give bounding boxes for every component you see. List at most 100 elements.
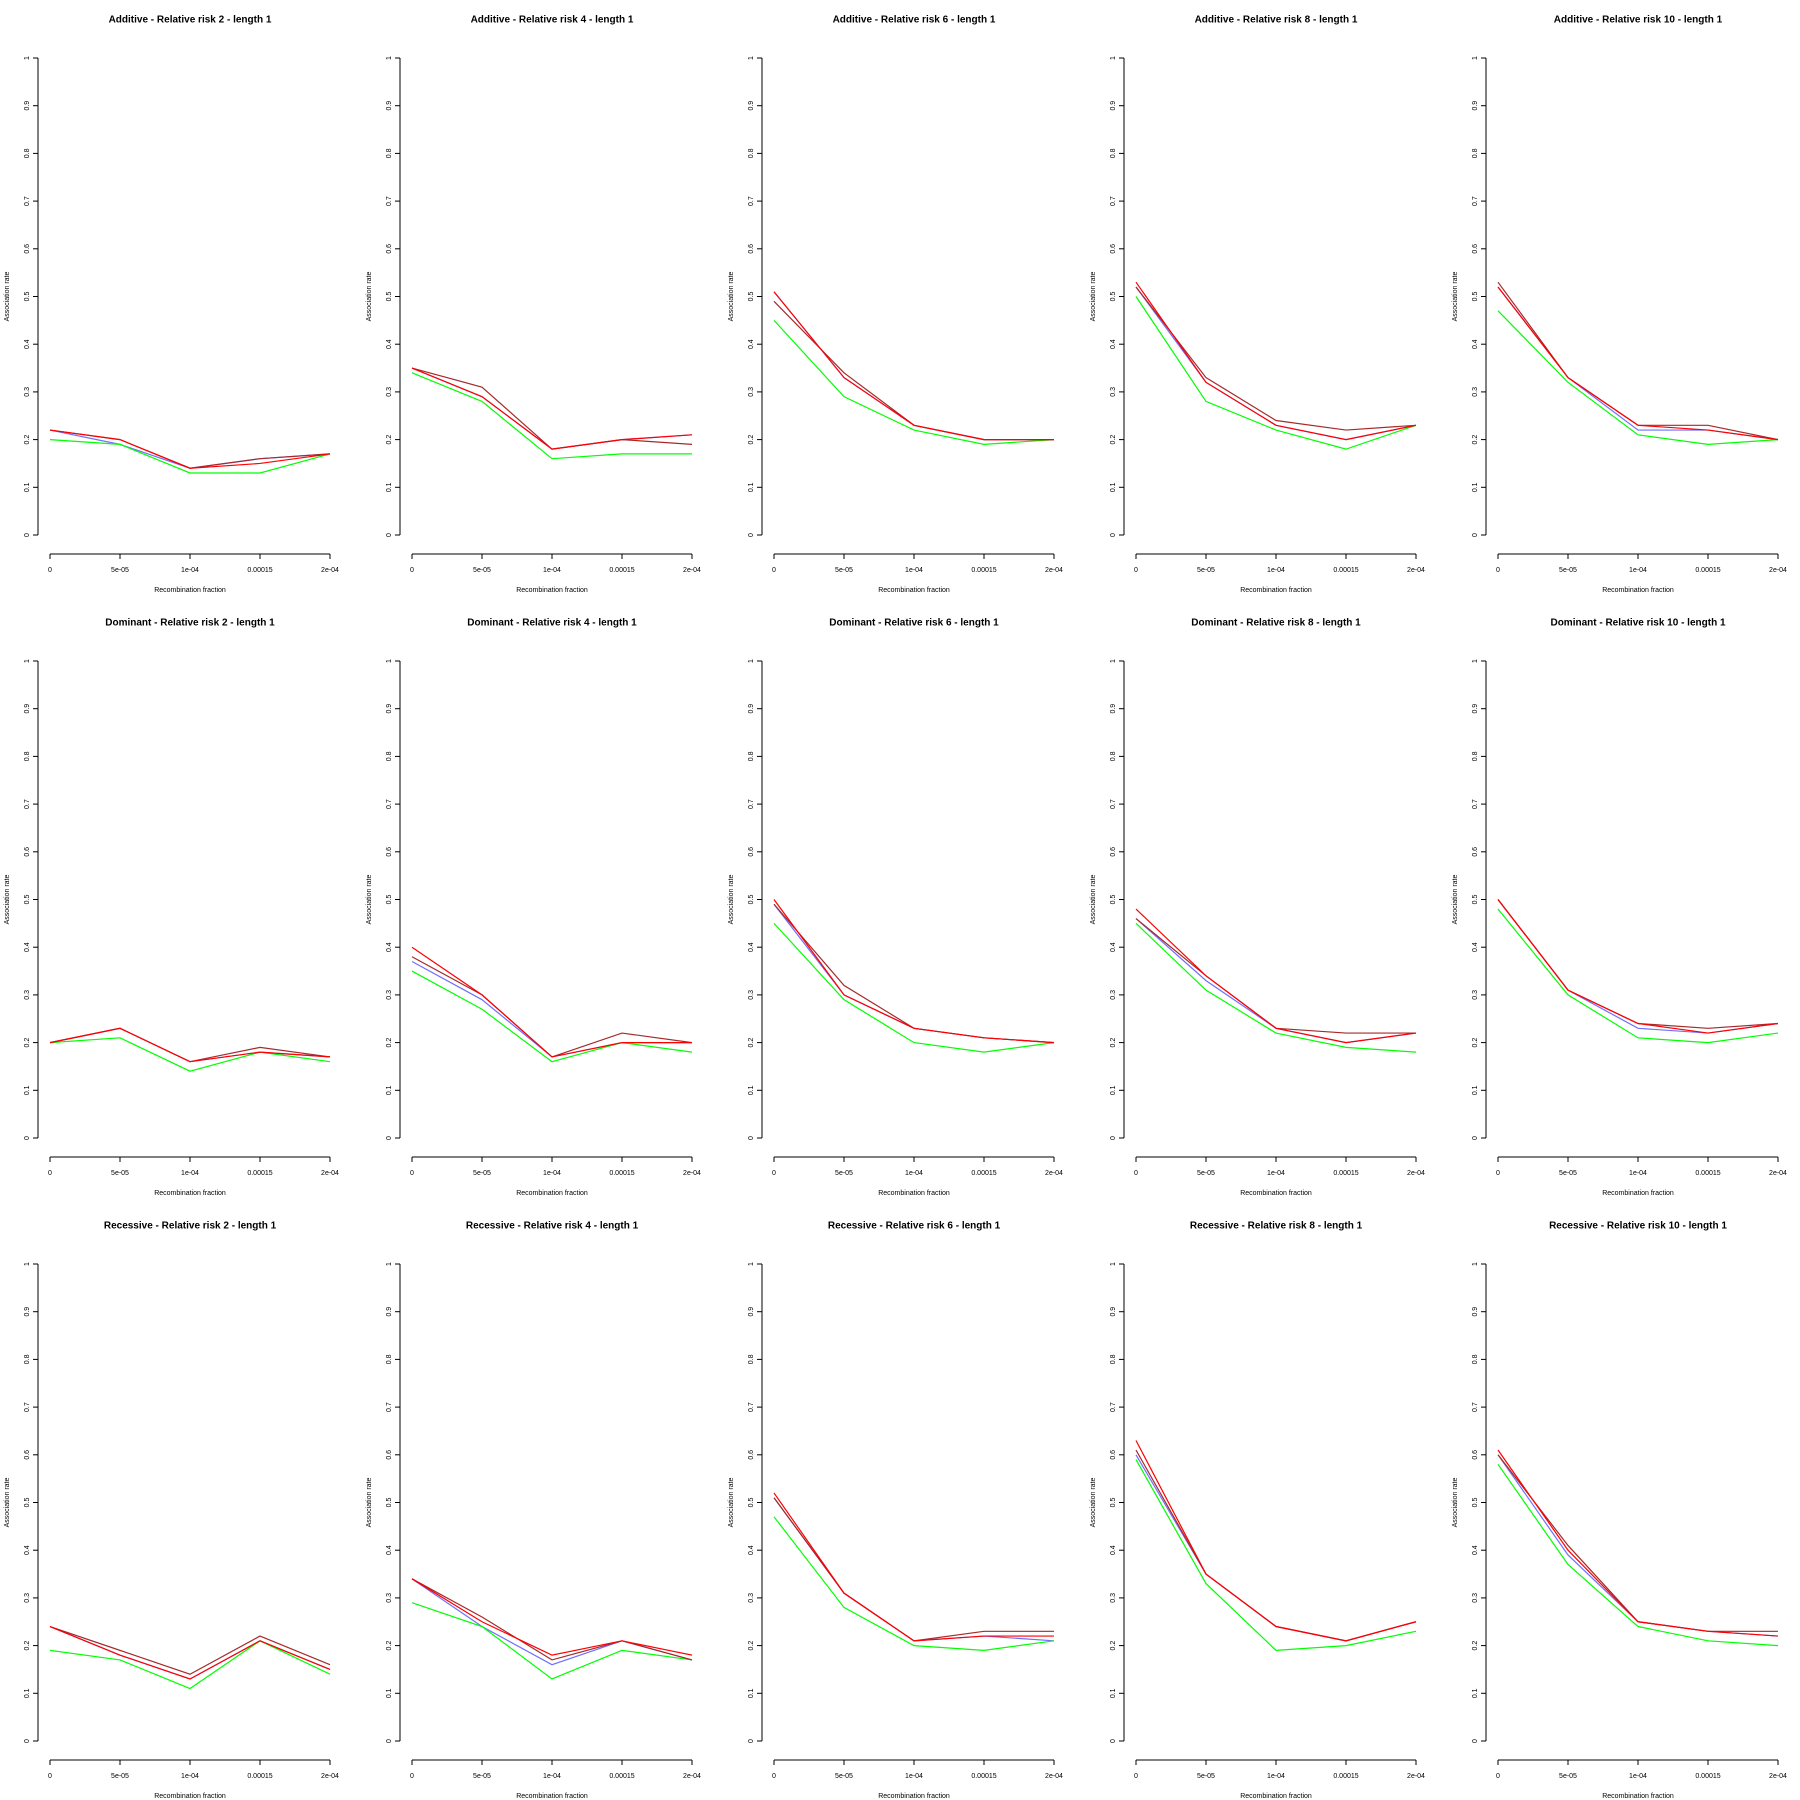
y-tick-label: 1 <box>24 659 31 663</box>
y-axis-label: Association rate <box>4 1477 11 1527</box>
series-line <box>411 367 693 450</box>
x-tick-label: 0 <box>772 1170 776 1177</box>
y-tick-label: 0.3 <box>1110 990 1117 1000</box>
y-tick-label: 1 <box>748 56 755 60</box>
y-tick-label: 0.9 <box>386 704 393 714</box>
y-tick-label: 0 <box>1472 1739 1479 1743</box>
y-tick-label: 0.7 <box>1110 799 1117 809</box>
series-line <box>1135 908 1417 1044</box>
y-tick-label: 0.7 <box>386 799 393 809</box>
y-tick-label: 1 <box>386 659 393 663</box>
y-tick-label: 0.4 <box>748 1545 755 1555</box>
chart-title: Dominant - Relative risk 10 - length 1 <box>1550 618 1725 629</box>
series-line <box>49 1640 331 1690</box>
y-tick-label: 0.1 <box>1472 1688 1479 1698</box>
x-tick-label: 0.00015 <box>971 1170 996 1177</box>
x-tick-label: 1e-04 <box>181 1170 199 1177</box>
x-axis-label: Recombination fraction <box>878 587 950 594</box>
x-tick-label: 0.00015 <box>247 567 272 574</box>
y-tick-label: 0.5 <box>748 292 755 302</box>
x-axis-label: Recombination fraction <box>1602 1793 1674 1800</box>
y-tick-label: 0.5 <box>386 292 393 302</box>
y-tick-label: 0.1 <box>1472 1085 1479 1095</box>
x-axis-label: Recombination fraction <box>1602 587 1674 594</box>
y-tick-label: 0.6 <box>1472 1450 1479 1460</box>
y-tick-label: 0.9 <box>748 704 755 714</box>
y-axis-label: Association rate <box>1090 271 1097 321</box>
x-tick-label: 0.00015 <box>1695 1170 1720 1177</box>
series-line <box>411 1578 693 1656</box>
y-tick-label: 1 <box>1472 659 1479 663</box>
y-tick-label: 0.5 <box>24 292 31 302</box>
x-tick-label: 2e-04 <box>683 567 701 574</box>
x-tick-label: 1e-04 <box>181 567 199 574</box>
series-line <box>1135 1459 1417 1651</box>
panel: Recessive - Relative risk 4 - length 1 0 0… <box>366 1221 701 1800</box>
y-tick-label: 0.8 <box>748 1354 755 1364</box>
y-tick-label: 0.8 <box>748 148 755 158</box>
x-tick-label: 0 <box>1134 1773 1138 1780</box>
series-line <box>1497 281 1779 441</box>
y-axis-label: Association rate <box>366 874 373 924</box>
x-tick-label: 2e-04 <box>1769 567 1787 574</box>
y-tick-label: 0.9 <box>748 1307 755 1317</box>
y-tick-label: 0.6 <box>1110 244 1117 254</box>
series-line <box>1135 1454 1417 1642</box>
x-tick-label: 0.00015 <box>1333 1773 1358 1780</box>
y-tick-label: 0.6 <box>24 244 31 254</box>
series-line <box>773 1516 1055 1651</box>
x-axis-label: Recombination fraction <box>516 1793 588 1800</box>
y-tick-label: 0.7 <box>1472 196 1479 206</box>
y-tick-label: 0.4 <box>748 942 755 952</box>
chart-title: Dominant - Relative risk 8 - length 1 <box>1191 618 1361 629</box>
y-tick-label: 0 <box>386 1136 393 1140</box>
y-tick-label: 0.7 <box>748 196 755 206</box>
series-line <box>773 903 1055 1044</box>
y-tick-label: 0.3 <box>748 1593 755 1603</box>
panel: Recessive - Relative risk 8 - length 1 0 0… <box>1090 1221 1425 1800</box>
x-tick-label: 0 <box>48 1170 52 1177</box>
series-line <box>1497 899 1779 1034</box>
chart-title: Recessive - Relative risk 10 - length 1 <box>1549 1221 1727 1232</box>
y-tick-label: 0.2 <box>386 1641 393 1651</box>
x-tick-label: 2e-04 <box>683 1170 701 1177</box>
x-tick-label: 0 <box>1134 1170 1138 1177</box>
x-tick-label: 2e-04 <box>1045 567 1063 574</box>
y-tick-label: 0.3 <box>1472 990 1479 1000</box>
y-tick-label: 1 <box>748 1262 755 1266</box>
y-tick-label: 0.6 <box>24 847 31 857</box>
y-tick-label: 0.3 <box>386 387 393 397</box>
y-tick-label: 0.4 <box>748 339 755 349</box>
y-tick-label: 0 <box>24 1136 31 1140</box>
x-tick-label: 2e-04 <box>1045 1773 1063 1780</box>
x-tick-label: 0.00015 <box>609 1170 634 1177</box>
x-tick-label: 2e-04 <box>1769 1773 1787 1780</box>
y-tick-label: 0.4 <box>1110 1545 1117 1555</box>
y-tick-label: 1 <box>24 56 31 60</box>
y-tick-label: 0.5 <box>386 895 393 905</box>
series-line <box>1135 1440 1417 1642</box>
y-tick-label: 0.6 <box>748 1450 755 1460</box>
chart-title: Dominant - Relative risk 4 - length 1 <box>467 618 637 629</box>
y-tick-label: 0.8 <box>1472 148 1479 158</box>
x-tick-label: 0.00015 <box>247 1773 272 1780</box>
x-tick-label: 2e-04 <box>1769 1170 1787 1177</box>
y-tick-label: 0.1 <box>24 1085 31 1095</box>
y-tick-label: 0.8 <box>386 751 393 761</box>
series-line <box>1135 286 1417 441</box>
y-tick-label: 0.3 <box>1472 387 1479 397</box>
y-tick-label: 0.6 <box>1110 1450 1117 1460</box>
y-tick-label: 0.1 <box>24 482 31 492</box>
y-tick-label: 0.8 <box>748 751 755 761</box>
chart-title: Dominant - Relative risk 6 - length 1 <box>829 618 999 629</box>
x-axis-label: Recombination fraction <box>1240 1190 1312 1197</box>
series-line <box>773 922 1055 1053</box>
y-tick-label: 0.9 <box>24 704 31 714</box>
y-tick-label: 1 <box>1472 56 1479 60</box>
y-tick-label: 0.3 <box>1110 1593 1117 1603</box>
y-tick-label: 0.8 <box>1472 1354 1479 1364</box>
y-tick-label: 0.5 <box>1110 292 1117 302</box>
x-tick-label: 1e-04 <box>543 1170 561 1177</box>
y-tick-label: 0.5 <box>1110 895 1117 905</box>
y-tick-label: 0.1 <box>1110 482 1117 492</box>
